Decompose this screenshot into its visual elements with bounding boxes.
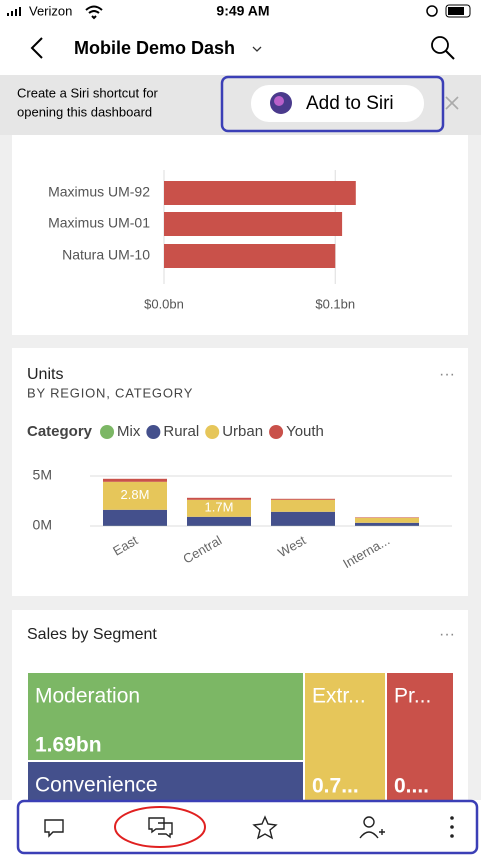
tile-title: Sales by Segment: [27, 626, 157, 643]
treemap-cell[interactable]: [28, 673, 303, 760]
wifi: [85, 5, 103, 20]
battery: [445, 4, 471, 18]
legend-label[interactable]: Rural: [163, 423, 199, 440]
more-button[interactable]: [450, 816, 454, 838]
bar: [164, 181, 356, 205]
legend-swatch: [205, 425, 220, 439]
top-bar: [0, 0, 481, 75]
title-dropdown[interactable]: [252, 46, 262, 52]
data-label: 2.8M: [121, 487, 150, 502]
battery-level: [448, 7, 464, 15]
time: 9:49 AM: [216, 3, 269, 19]
legend-swatch: [100, 425, 115, 439]
share-button[interactable]: [359, 816, 385, 839]
back-button[interactable]: [30, 37, 43, 59]
bar-segment: [187, 516, 251, 526]
x-tick-label: $0.1bn: [315, 296, 355, 311]
dashboard-title[interactable]: Mobile Demo Dash: [74, 38, 235, 58]
bar-segment: [355, 522, 419, 526]
treemap-label: Moderation: [35, 685, 140, 708]
bar-segment: [103, 481, 167, 510]
highlight-ellipse: [114, 806, 206, 848]
bar-segment: [187, 499, 251, 517]
tile[interactable]: [12, 348, 468, 596]
siri-button-label[interactable]: Add to Siri: [306, 93, 394, 114]
y-tick-label: 0M: [33, 517, 52, 533]
data-label: 1.7M: [205, 500, 234, 515]
bar: [164, 244, 336, 268]
add-to-siri-button[interactable]: [251, 85, 424, 122]
legend-label[interactable]: Youth: [286, 423, 324, 440]
y-tick-label: 5M: [33, 467, 52, 483]
banner-text: Create a Siri shortcut for: [17, 85, 159, 100]
carrier: Verizon: [29, 3, 72, 18]
bar-segment: [187, 497, 251, 500]
y-tick-label: Maximus UM-01: [48, 215, 150, 231]
comments-button[interactable]: [44, 819, 64, 838]
bar-segment: [355, 517, 419, 518]
banner-text: opening this dashboard: [17, 104, 152, 119]
highlight-box: [220, 75, 445, 133]
more-options[interactable]: ···: [439, 626, 455, 643]
treemap-cell[interactable]: [387, 673, 453, 812]
favorite-button[interactable]: [252, 815, 278, 840]
bottom-bar: [0, 800, 481, 855]
legend-label[interactable]: Mix: [117, 423, 141, 440]
bar-segment: [355, 517, 419, 523]
treemap-value: 0.7...: [312, 775, 359, 798]
legend-swatch: [269, 425, 284, 439]
close-banner[interactable]: [445, 96, 459, 110]
bar-segment: [271, 511, 335, 526]
conversations-button[interactable]: [148, 817, 173, 839]
bar: [164, 212, 343, 236]
bar-segment: [103, 478, 167, 482]
treemap-label: Extr...: [312, 685, 366, 708]
legend-title: Category: [27, 423, 93, 440]
bar-segment: [271, 499, 335, 512]
legend-label[interactable]: Urban: [222, 423, 263, 440]
treemap-value: 1.69bn: [35, 734, 102, 757]
x-tick-label: $0.0bn: [144, 296, 184, 311]
treemap-label: Pr...: [394, 685, 431, 708]
siri-icon-glow: [274, 96, 284, 106]
alarm: [426, 5, 438, 17]
treemap-cell[interactable]: [305, 673, 385, 812]
highlight-box: [16, 799, 479, 855]
y-tick-label: Maximus UM-92: [48, 184, 150, 200]
tile-title: Units: [27, 366, 63, 383]
bar-segment: [271, 498, 335, 500]
treemap-label: Convenience: [35, 774, 158, 797]
y-tick-label: Natura UM-10: [62, 247, 150, 263]
legend-swatch: [146, 425, 161, 439]
signal: [7, 7, 21, 16]
treemap-value: 0....: [394, 775, 429, 798]
bar-segment: [103, 509, 167, 526]
search-button[interactable]: [431, 36, 455, 60]
more-options[interactable]: ···: [439, 366, 455, 383]
tile-subtitle: BY REGION, CATEGORY: [27, 385, 193, 400]
